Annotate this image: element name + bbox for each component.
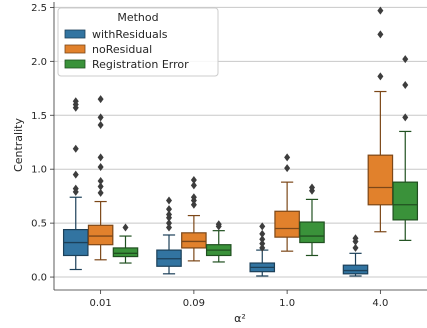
x-tick-label: 4.0: [372, 298, 388, 309]
outlier-point: [166, 205, 172, 213]
box-noresidual: [88, 95, 112, 260]
box-noresidual: [368, 7, 392, 232]
x-axis-label: α²: [234, 312, 246, 325]
legend-swatch: [65, 30, 85, 38]
box-body: [393, 182, 417, 220]
x-tick-label: 1.0: [279, 298, 295, 309]
y-axis-label: Centrality: [12, 118, 25, 172]
box-withresiduals: [343, 234, 367, 276]
y-tick-label: 0.0: [31, 273, 47, 284]
outlier-point: [377, 72, 383, 80]
y-tick-label: 2.5: [31, 3, 47, 14]
y-tick-label: 2.0: [31, 57, 47, 68]
outlier-point: [402, 55, 408, 63]
outlier-point: [166, 196, 172, 204]
box-registration-error: [113, 223, 137, 263]
box-noresidual: [275, 153, 299, 251]
x-tick-label: 0.09: [183, 298, 205, 309]
x-tick-label: 0.01: [89, 298, 111, 309]
outlier-point: [98, 95, 104, 103]
box-body: [113, 248, 137, 257]
legend-entry: withResiduals: [92, 28, 168, 41]
box-registration-error: [393, 55, 417, 240]
box-body: [343, 265, 367, 274]
legend-entry: noResidual: [92, 43, 152, 56]
y-tick-label: 1.0: [31, 165, 47, 176]
box-body: [88, 225, 112, 244]
legend-title: Method: [117, 11, 158, 24]
box-registration-error: [300, 184, 324, 256]
box-withresiduals: [64, 97, 88, 269]
box-body: [300, 222, 324, 242]
box-withresiduals: [250, 222, 274, 276]
outlier-point: [284, 153, 290, 161]
outlier-point: [98, 163, 104, 171]
outlier-point: [402, 113, 408, 121]
outlier-point: [73, 171, 79, 179]
box-body: [182, 233, 206, 248]
outlier-point: [98, 177, 104, 185]
legend: Method withResiduals noResidual Registratio…: [58, 8, 218, 76]
outlier-point: [259, 230, 265, 238]
box-body: [275, 211, 299, 237]
outlier-point: [402, 81, 408, 89]
box-body: [368, 155, 392, 205]
legend-swatch: [65, 45, 85, 53]
outlier-point: [122, 223, 128, 231]
box-withresiduals: [157, 196, 181, 273]
legend-swatch: [65, 60, 85, 68]
outlier-point: [98, 113, 104, 121]
outlier-point: [377, 30, 383, 38]
box-noresidual: [182, 176, 206, 261]
outlier-point: [98, 121, 104, 129]
outlier-point: [98, 153, 104, 161]
box-registration-error: [207, 220, 231, 262]
outlier-point: [284, 164, 290, 172]
legend-entry: Registration Error: [92, 58, 189, 71]
outlier-point: [191, 176, 197, 184]
y-tick-label: 1.5: [31, 111, 47, 122]
y-tick-label: 0.5: [31, 219, 47, 230]
outlier-point: [73, 145, 79, 153]
